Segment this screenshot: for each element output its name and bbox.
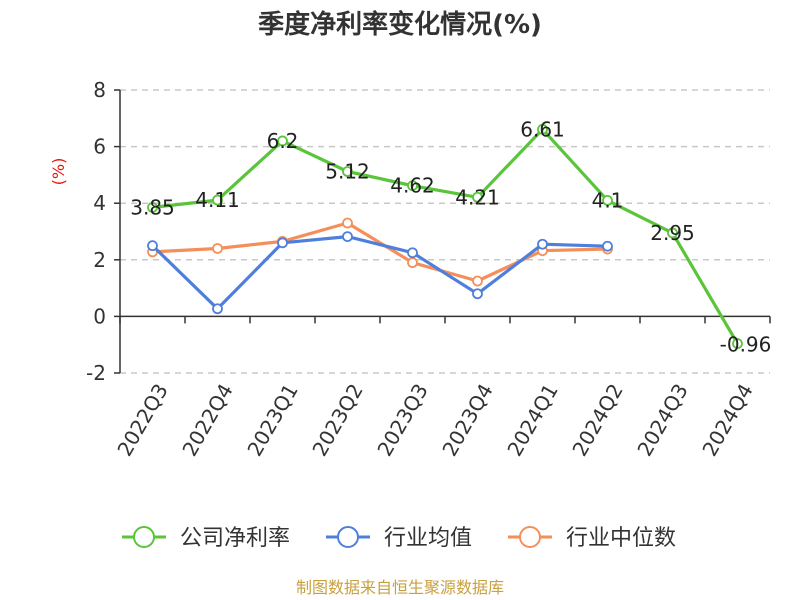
y-tick-label: 6: [93, 135, 106, 159]
data-point: [472, 191, 483, 203]
data-point: [277, 237, 288, 249]
x-tick-label: 2024Q2: [567, 380, 627, 461]
legend-item[interactable]: 行业中位数: [508, 526, 676, 551]
data-label: -0.96: [720, 333, 772, 357]
legend: 公司净利率 行业均值 行业中位数: [122, 526, 676, 551]
data-point: [342, 231, 353, 242]
x-tick-label: 2024Q1: [502, 380, 562, 461]
y-tick-label: -2: [86, 361, 106, 385]
series-lines: [147, 123, 743, 349]
data-label: 4.21: [455, 185, 500, 209]
data-point: [342, 217, 353, 229]
data-label: 4.62: [390, 174, 435, 198]
legend-swatch-marker: [133, 526, 155, 548]
x-tick-label: 2023Q4: [437, 380, 497, 461]
series-0: [147, 123, 743, 349]
legend-label: 行业中位数: [566, 526, 676, 551]
series-line: [152, 127, 739, 345]
x-tick-label: 2023Q3: [372, 380, 432, 461]
legend-swatch-marker: [519, 526, 541, 548]
legend-label: 公司净利率: [180, 526, 290, 551]
gridlines: [120, 89, 770, 374]
x-tick-label: 2022Q4: [177, 380, 237, 461]
data-point: [667, 227, 678, 239]
data-label: 4.11: [195, 188, 240, 212]
legend-label: 行业均值: [384, 526, 472, 551]
data-source-note: 制图数据来自恒生聚源数据库: [296, 578, 504, 597]
y-tick-label: 2: [93, 248, 106, 272]
data-point: [732, 338, 743, 349]
data-label: 6.2: [267, 129, 299, 153]
legend-swatch-marker: [337, 526, 359, 548]
x-tick-label: 2024Q3: [632, 380, 692, 461]
data-point: [147, 240, 158, 252]
data-point: [537, 238, 548, 250]
data-label: 2.95: [650, 221, 695, 245]
series-2: [147, 217, 613, 287]
data-point: [602, 194, 613, 206]
data-point: [472, 275, 483, 287]
data-point: [407, 257, 418, 269]
data-point: [212, 243, 223, 254]
chart-title: 季度净利率变化情况(%): [258, 9, 542, 40]
legend-item[interactable]: 行业均值: [326, 526, 472, 551]
data-point: [342, 166, 353, 177]
data-point: [212, 194, 223, 206]
data-point: [212, 303, 223, 315]
x-tick-label: 2023Q1: [242, 380, 302, 461]
data-point: [537, 123, 548, 135]
x-tick-label: 2023Q2: [307, 380, 367, 461]
y-tick-label: 4: [93, 191, 106, 215]
y-axis-label: (%): [49, 158, 68, 186]
data-point: [277, 135, 288, 147]
data-point: [472, 288, 483, 300]
legend-item[interactable]: 公司净利率: [122, 526, 290, 551]
y-tick-label: 0: [93, 304, 106, 328]
data-labels: 3.85 4.11 6.2 5.12 4.62 4.21 6.61 4.1 2.95 -0.96: [130, 117, 771, 356]
data-point: [147, 202, 158, 213]
series-1: [147, 231, 613, 315]
y-tick-label: 8: [93, 78, 106, 102]
data-label: 6.61: [520, 117, 565, 141]
data-label: 5.12: [325, 160, 370, 184]
data-label: 4.1: [592, 188, 624, 212]
x-tick-label: 2024Q4: [697, 380, 757, 461]
series-line: [151, 235, 608, 311]
data-point: [407, 180, 418, 192]
x-tick-label: 2022Q3: [112, 380, 172, 461]
data-point: [407, 247, 418, 259]
data-label: 3.85: [130, 195, 175, 219]
series-line: [152, 221, 608, 283]
data-point: [602, 240, 613, 252]
